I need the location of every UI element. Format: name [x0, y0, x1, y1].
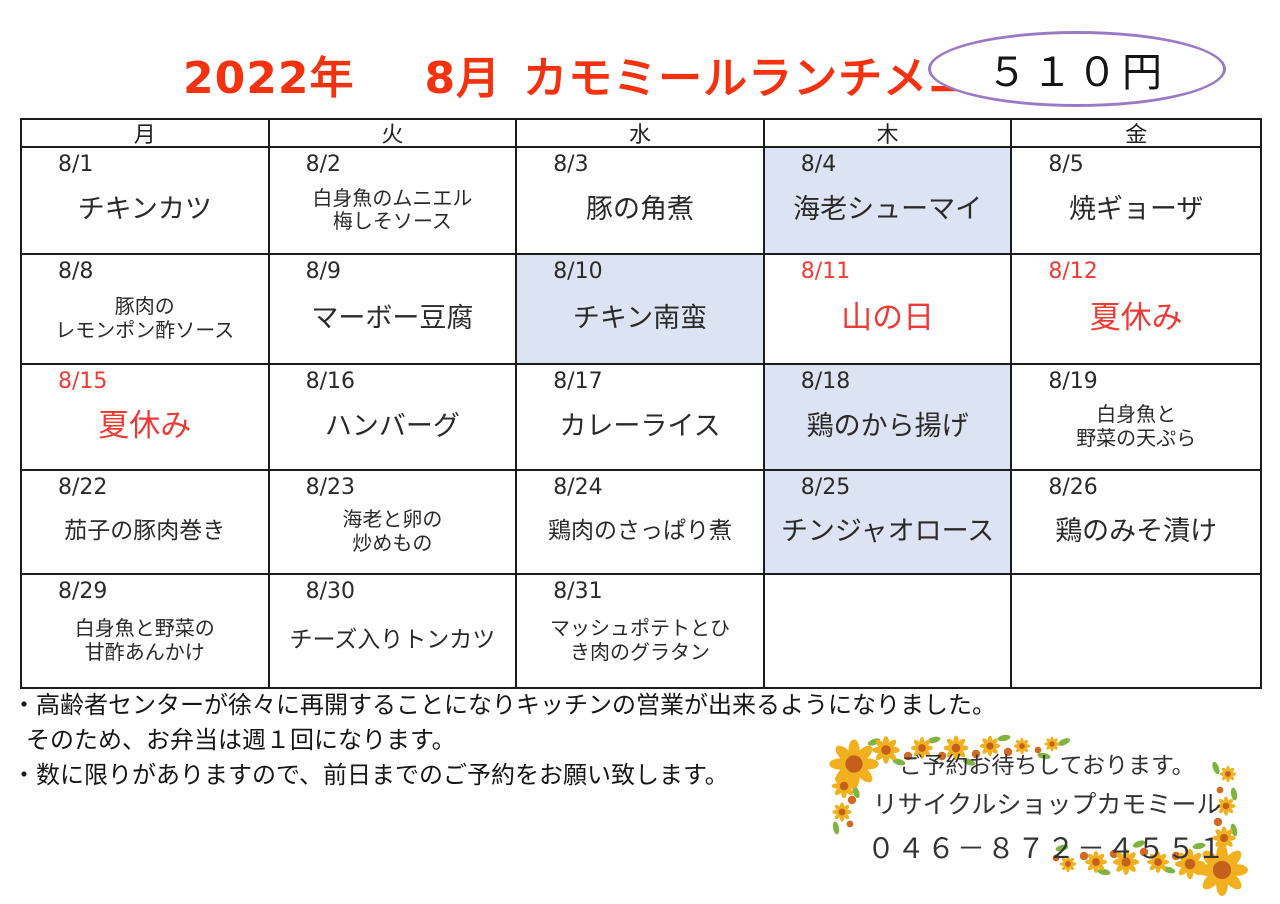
calendar-day-cell-empty — [1012, 575, 1260, 687]
day-menu: 夏休み — [1089, 300, 1183, 337]
calendar-day-cell: 8/30 チーズ入りトンカツ — [270, 575, 518, 687]
calendar-day-cell: 8/29 白身魚と野菜の 甘酢あんかけ — [22, 575, 270, 687]
day-date: 8/29 — [58, 579, 108, 604]
calendar-day-cell-highlighted: 8/25 チンジャオロース — [764, 471, 1013, 575]
day-date: 8/19 — [1048, 369, 1098, 394]
calendar-day-cell: 8/16 ハンバーグ — [269, 365, 518, 471]
day-date: 8/1 — [58, 152, 94, 177]
day-menu: チキン南蛮 — [572, 302, 708, 334]
calendar-day-cell: 8/5 焼ギョーザ — [1012, 148, 1260, 255]
day-menu: カレーライス — [559, 410, 721, 442]
day-menu: 白身魚と野菜の 甘酢あんかけ — [74, 616, 215, 664]
day-menu: 豚肉の レモンポン酢ソース — [55, 294, 235, 342]
weekday-header-mon: 月 — [22, 120, 270, 148]
contact-block: ご予約お待ちしております。 リサイクルショップカモミール ０４６－８７２－４５５… — [858, 746, 1236, 867]
contact-phone-number: ０４６－８７２－４５５１ — [866, 832, 1227, 865]
calendar-day-cell-highlighted: 8/18 鶏のから揚げ — [764, 365, 1013, 471]
day-menu: 豚の角煮 — [585, 194, 694, 226]
day-date: 8/3 — [553, 152, 589, 177]
weekday-header-fri: 金 — [1012, 120, 1260, 148]
price-badge: ５１０円 — [928, 31, 1226, 107]
weekday-header-tue: 火 — [269, 120, 518, 148]
day-menu: チキンカツ — [77, 194, 212, 226]
day-menu: 焼ギョーザ — [1068, 194, 1204, 226]
day-date: 8/31 — [553, 579, 603, 604]
calendar-day-cell: 8/2 白身魚のムニエル 梅しそソース — [269, 148, 518, 255]
day-menu: 白身魚と 野菜の天ぷら — [1076, 402, 1197, 450]
calendar-day-cell-holiday: 8/12 夏休み — [1012, 255, 1260, 365]
calendar-day-cell-highlighted: 8/4 海老シューマイ — [764, 148, 1013, 255]
day-menu: 鶏のから揚げ — [806, 410, 969, 442]
day-date: 8/25 — [800, 475, 851, 500]
calendar-day-cell: 8/1 チキンカツ — [22, 148, 270, 255]
calendar-day-cell: 8/9 マーボー豆腐 — [269, 255, 518, 365]
day-menu: 山の日 — [841, 300, 935, 337]
day-date: 8/24 — [553, 475, 603, 500]
day-date: 8/5 — [1048, 152, 1084, 177]
day-date: 8/16 — [305, 369, 355, 394]
day-date: 8/12 — [1048, 259, 1098, 284]
calendar-day-cell: 8/17 カレーライス — [517, 365, 765, 471]
note-line: そのため、お弁当は週１回になります。 — [26, 725, 456, 754]
contact-reservation-line: ご予約お待ちしております。 — [899, 753, 1195, 779]
day-date: 8/26 — [1048, 475, 1098, 500]
day-date: 8/15 — [58, 369, 108, 394]
title-year: 2022年 — [183, 53, 355, 104]
day-menu: マッシュポテトとひ き肉のグラタン — [549, 616, 730, 664]
day-menu: チーズ入りトンカツ — [289, 627, 496, 654]
note-line: ・高齢者センターが徐々に再開することになりキッチンの営業が出来るようになりました… — [12, 691, 996, 719]
day-date: 8/30 — [305, 579, 355, 604]
calendar-day-cell: 8/22 茄子の豚肉巻き — [22, 471, 270, 575]
note-line: ・数に限りがありますので、前日までのご予約をお願い致します。 — [12, 760, 729, 789]
day-date: 8/10 — [553, 259, 603, 284]
calendar-day-cell-holiday: 8/15 夏休み — [22, 365, 270, 471]
footer-notes: ・高齢者センターが徐々に再開することになりキッチンの営業が出来るようになりました… — [12, 688, 996, 792]
weekday-header-wed: 水 — [517, 120, 765, 148]
day-menu: 鶏肉のさっぱり煮 — [547, 518, 732, 545]
day-date: 8/18 — [800, 369, 851, 394]
day-date: 8/4 — [800, 152, 837, 177]
title-month: 8月 — [424, 53, 502, 104]
calendar-day-cell: 8/23 海老と卵の 炒めもの — [269, 471, 518, 575]
day-date: 8/8 — [58, 259, 94, 284]
day-date: 8/22 — [58, 475, 108, 500]
day-menu: ハンバーグ — [324, 410, 460, 442]
day-menu: 夏休み — [98, 408, 192, 445]
day-menu: マーボー豆腐 — [311, 302, 474, 334]
menu-calendar-table: 月 火 水 木 金 8/1 チキンカツ 8/2 白身魚のムニエル 梅しそソース … — [20, 118, 1262, 689]
day-menu: 白身魚のムニエル 梅しそソース — [312, 185, 473, 234]
calendar-day-cell-empty — [765, 575, 1013, 687]
day-date: 8/11 — [800, 259, 851, 284]
calendar-day-cell: 8/24 鶏肉のさっぱり煮 — [517, 471, 765, 575]
calendar-day-cell: 8/26 鶏のみそ漬け — [1012, 471, 1260, 575]
calendar-day-cell: 8/31 マッシュポテトとひ き肉のグラタン — [517, 575, 765, 687]
calendar-day-cell: 8/19 白身魚と 野菜の天ぷら — [1012, 365, 1260, 471]
day-date: 8/9 — [305, 259, 341, 284]
day-menu: 海老シューマイ — [793, 194, 983, 226]
day-date: 8/23 — [305, 475, 355, 500]
day-date: 8/2 — [305, 152, 341, 177]
contact-shop-name: リサイクルショップカモミール — [872, 790, 1222, 819]
day-menu: チンジャオロース — [780, 515, 995, 547]
calendar-day-cell: 8/3 豚の角煮 — [517, 148, 765, 255]
day-menu: 茄子の豚肉巻き — [64, 518, 226, 545]
day-menu: 鶏のみそ漬け — [1055, 515, 1218, 547]
day-date: 8/17 — [553, 369, 603, 394]
day-menu: 海老と卵の 炒めもの — [342, 507, 443, 555]
weekday-header-thu: 木 — [764, 120, 1013, 148]
calendar-day-cell-highlighted: 8/10 チキン南蛮 — [517, 255, 765, 365]
calendar-day-cell: 8/8 豚肉の レモンポン酢ソース — [22, 255, 270, 365]
calendar-day-cell-holiday: 8/11 山の日 — [764, 255, 1013, 365]
